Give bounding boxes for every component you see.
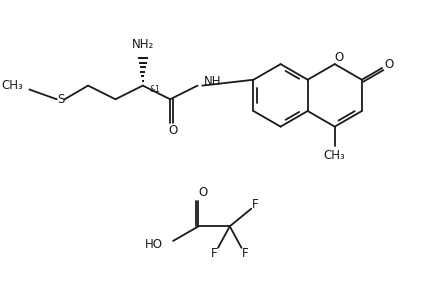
Text: NH₂: NH₂ <box>132 38 154 51</box>
Text: O: O <box>168 124 178 137</box>
Text: HO: HO <box>145 238 163 251</box>
Text: O: O <box>385 58 394 71</box>
Text: NH: NH <box>204 75 221 88</box>
Text: CH₃: CH₃ <box>2 79 23 92</box>
Text: O: O <box>199 186 208 199</box>
Text: S: S <box>57 93 64 106</box>
Text: F: F <box>252 198 259 211</box>
Text: O: O <box>334 51 343 64</box>
Text: CH₃: CH₃ <box>324 149 345 162</box>
Text: F: F <box>242 247 249 260</box>
Text: &1: &1 <box>150 85 161 94</box>
Text: F: F <box>211 247 217 260</box>
